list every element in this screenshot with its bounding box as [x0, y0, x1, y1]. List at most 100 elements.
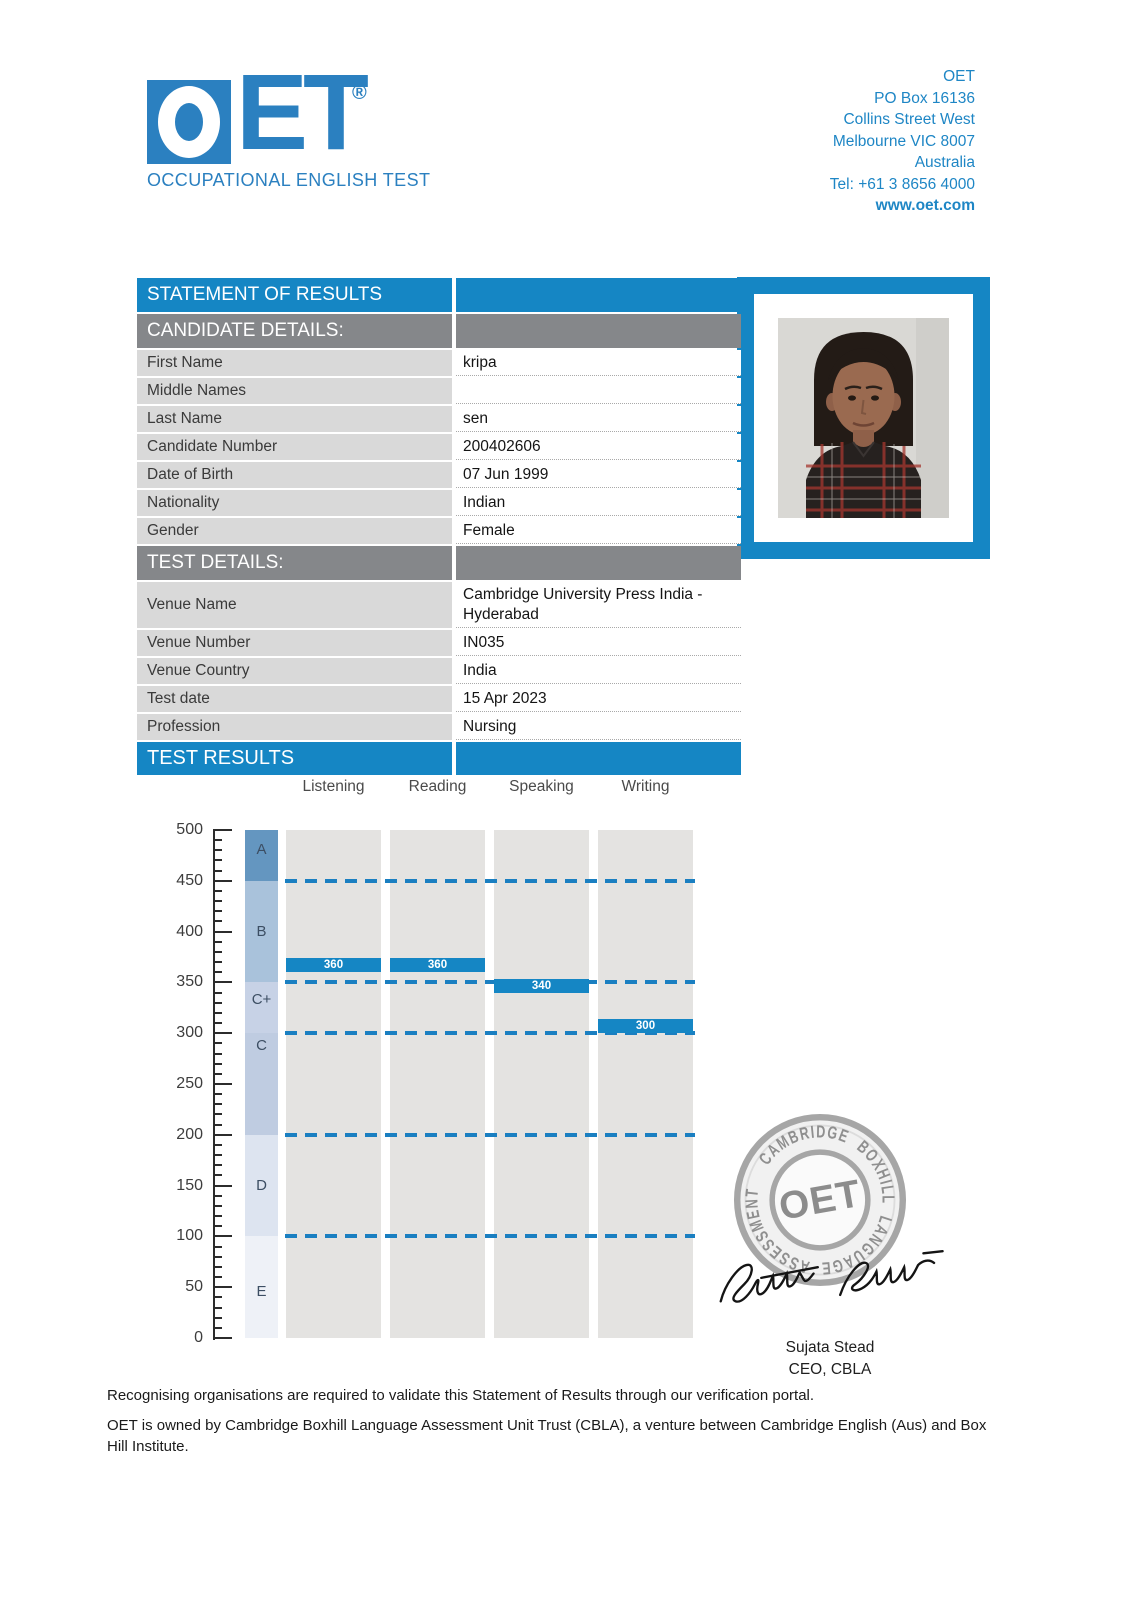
axis-tick	[213, 849, 222, 852]
axis-tick	[213, 889, 222, 892]
axis-tick	[213, 1215, 222, 1218]
footer-ownership-note: OET is owned by Cambridge Boxhill Langua…	[107, 1417, 987, 1455]
axis-tick	[213, 869, 222, 872]
table-row: Last Name sen	[137, 406, 741, 432]
threshold-dashed-line	[285, 1031, 695, 1036]
axis-tick	[213, 1083, 232, 1085]
axis-tick	[213, 1072, 222, 1075]
axis-tick	[213, 950, 222, 953]
axis-tick	[213, 1103, 222, 1106]
grade-band	[245, 880, 278, 983]
axis-tick	[213, 1062, 222, 1065]
axis-tick-label: 100	[176, 1227, 203, 1245]
row-label: Venue Number	[137, 630, 452, 656]
row-label: Gender	[137, 518, 452, 544]
handwritten-signature-icon	[719, 1250, 944, 1303]
test-details-title: TEST DETAILS:	[137, 546, 452, 580]
grade-band	[245, 830, 278, 881]
test-results-header: TEST RESULTS	[137, 742, 741, 775]
grade-band-letter: B	[256, 922, 267, 940]
axis-tick-label: 0	[194, 1329, 203, 1346]
axis-tick	[213, 1276, 222, 1279]
axis-tick	[213, 1164, 222, 1167]
axis-tick	[213, 971, 222, 974]
threshold-dashed-line	[285, 980, 695, 985]
axis-tick-label: 450	[176, 871, 203, 889]
seal-stamp-icon: CAMBRIDGE BOXHILL LANGUAGE ASSESSMENT OE…	[711, 1091, 929, 1309]
threshold-dashed-line	[285, 1132, 695, 1137]
row-value: sen	[456, 406, 741, 432]
axis-tick	[213, 1286, 232, 1289]
row-label: Venue Country	[137, 658, 452, 684]
axis-tick	[213, 839, 222, 842]
chart-category-label: Writing	[621, 778, 670, 795]
table-row: Test date 15 Apr 2023	[137, 686, 741, 712]
axis-tick	[213, 1245, 222, 1248]
signature-block	[712, 1248, 962, 1317]
axis-tick-label: 50	[185, 1278, 203, 1296]
grade-band-letter: A	[256, 841, 267, 859]
threshold-dashed-line	[285, 1234, 695, 1239]
axis-tick	[213, 1306, 222, 1309]
row-value: Cambridge University Press India - Hyder…	[456, 582, 741, 628]
axis-tick	[213, 829, 232, 831]
axis-tick	[213, 961, 222, 964]
chart-category-label: Listening	[302, 778, 365, 795]
footer-verification-note: Recognising organisations are required t…	[107, 1387, 815, 1404]
grade-band-letter: C	[256, 1037, 267, 1055]
oet-logo-text: ET	[236, 51, 369, 172]
axis-tick-label: 250	[176, 1075, 203, 1092]
chart-category-label: Reading	[408, 778, 467, 795]
axis-tick	[213, 1133, 232, 1136]
axis-tick	[213, 991, 222, 994]
contact-address-block: OET PO Box 16136 Collins Street West Mel…	[700, 66, 975, 217]
axis-tick	[213, 1011, 222, 1014]
axis-tick	[213, 1032, 232, 1035]
row-value: kripa	[456, 350, 741, 376]
grade-band	[245, 982, 278, 1034]
table-row: Gender Female	[137, 518, 741, 544]
axis-tick	[213, 1042, 222, 1045]
test-results-title: TEST RESULTS	[137, 742, 452, 775]
test-details-header: TEST DETAILS:	[137, 546, 741, 580]
axis-tick	[213, 879, 232, 882]
axis-tick	[213, 1255, 222, 1258]
axis-tick	[213, 1113, 222, 1116]
grade-band	[245, 1134, 278, 1237]
row-value: 200402606	[456, 434, 741, 460]
row-label: Date of Birth	[137, 462, 452, 488]
address-phone: Tel: +61 3 8656 4000	[829, 175, 975, 193]
axis-tick	[213, 930, 232, 933]
axis-tick	[213, 1326, 222, 1329]
table-row: Venue Name Cambridge University Press In…	[137, 582, 741, 628]
oet-logo-o-ring	[158, 86, 220, 158]
axis-tick	[213, 910, 222, 913]
axis-tick	[213, 981, 232, 984]
score-bar: 360	[286, 958, 381, 973]
table-row: Nationality Indian	[137, 490, 741, 516]
signatory-title: CEO, CBLA	[788, 1361, 872, 1378]
grade-band-letter: D	[256, 1176, 267, 1194]
grade-band-letter: E	[256, 1283, 267, 1301]
score-bar: 360	[390, 958, 485, 973]
signatory-block: Sujata Stead CEO, CBLA	[730, 1337, 930, 1381]
signatory-name: Sujata Stead	[785, 1339, 875, 1356]
axis-tick	[213, 1337, 232, 1339]
row-value: IN035	[456, 630, 741, 656]
table-row: Venue Country India	[137, 658, 741, 684]
details-table: STATEMENT OF RESULTS CANDIDATE DETAILS: …	[137, 278, 741, 775]
axis-tick	[213, 1296, 222, 1299]
address-line: OET	[943, 68, 975, 85]
chart-column	[286, 830, 381, 1338]
axis-tick-label: 350	[176, 973, 203, 991]
oet-logo-subtitle: OCCUPATIONAL ENGLISH TEST	[147, 170, 431, 190]
axis-tick	[213, 1001, 222, 1004]
row-value: Indian	[456, 490, 741, 516]
row-label: Middle Names	[137, 378, 452, 404]
axis-ruler-line	[213, 830, 215, 1340]
table-row: Profession Nursing	[137, 714, 741, 740]
footer-notes: Recognising organisations are required t…	[107, 1385, 997, 1466]
axis-tick	[213, 1093, 222, 1096]
axis-tick	[213, 1204, 222, 1207]
row-label: First Name	[137, 350, 452, 376]
